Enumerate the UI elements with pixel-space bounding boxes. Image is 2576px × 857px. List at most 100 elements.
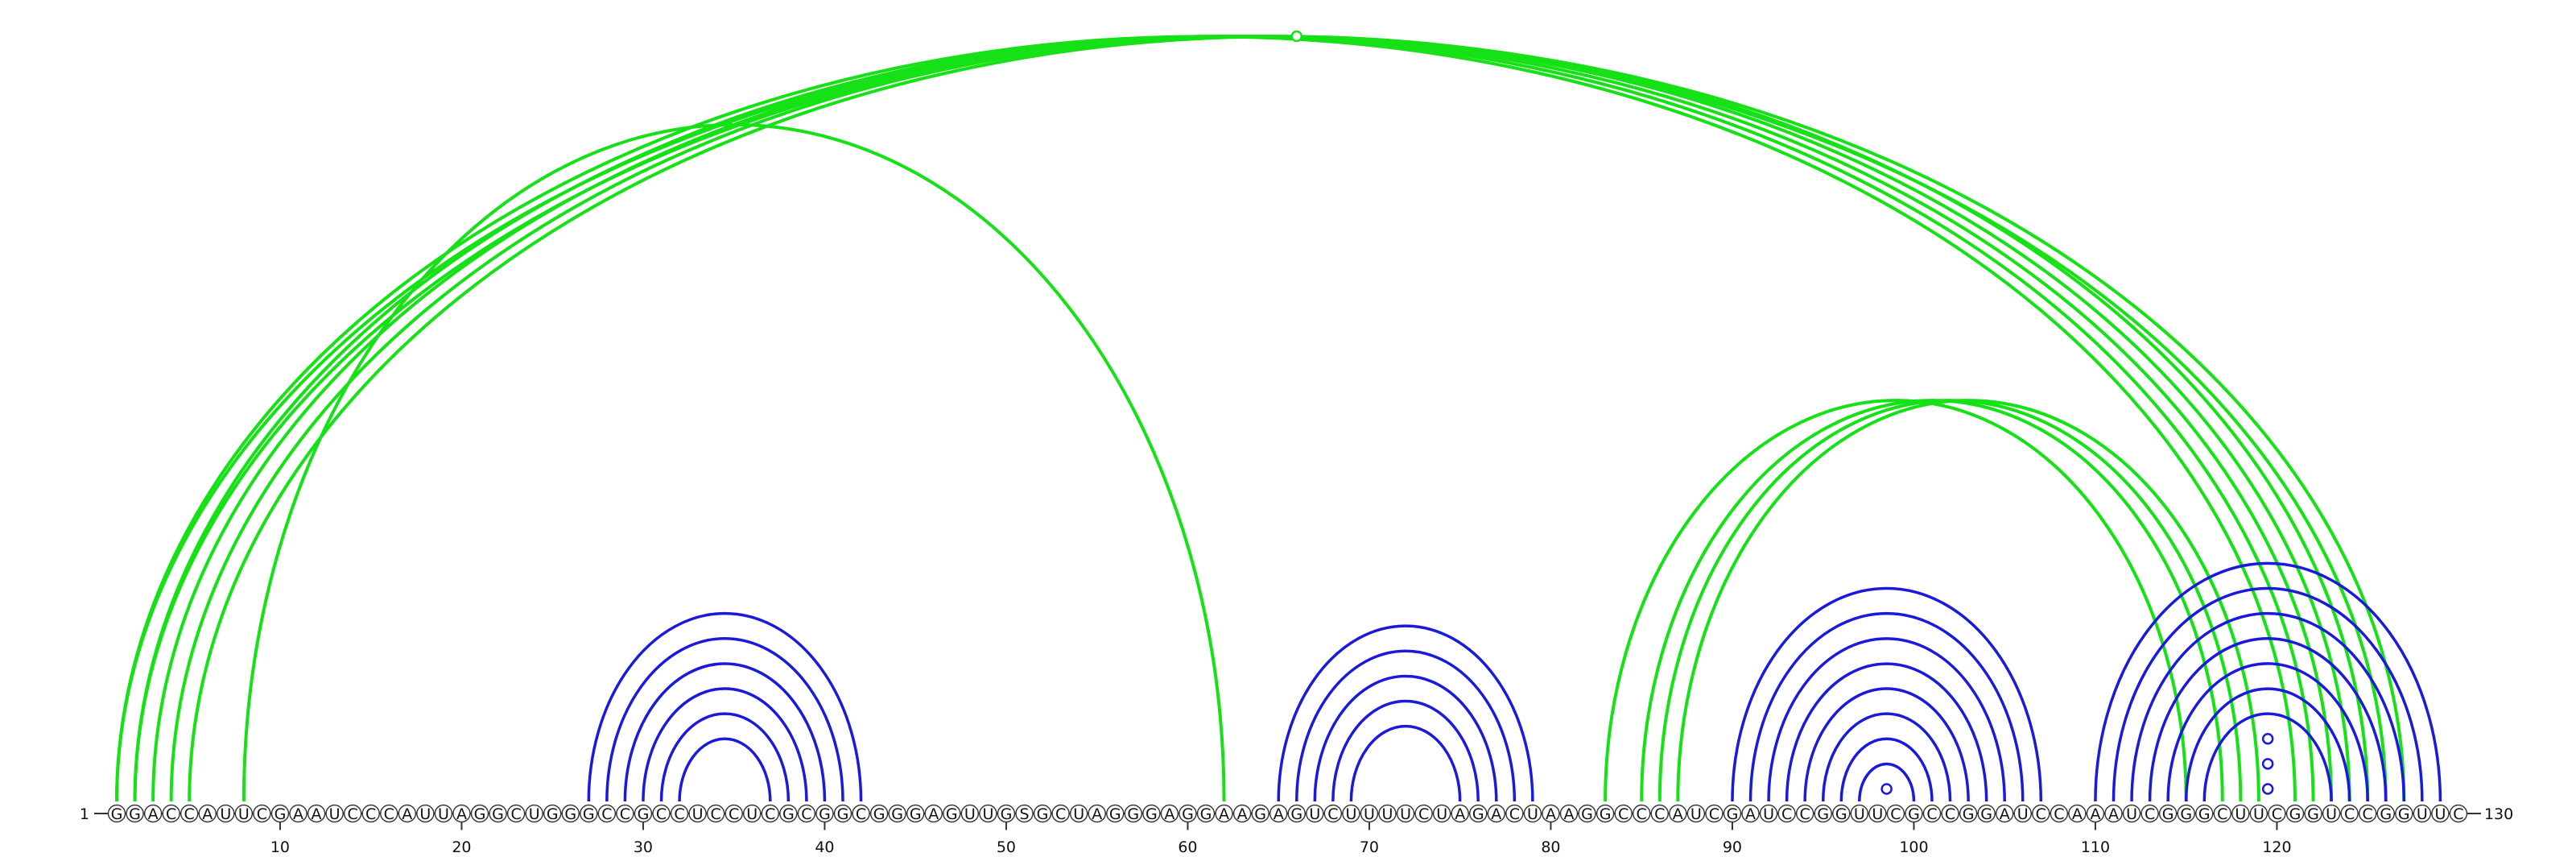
nucleotide-circle [815, 804, 834, 823]
nucleotide-circle [2122, 804, 2141, 823]
nucleotide-letter: A [1546, 805, 1556, 823]
nucleotide-letter: G [1835, 805, 1847, 823]
nucleotide-letter: G [1146, 805, 1158, 823]
nucleotide-letter: A [1219, 805, 1229, 823]
nucleotide-letter: C [711, 805, 721, 823]
nucleotide-circle [1505, 804, 1524, 823]
nested-arc [605, 636, 844, 802]
nucleotide-letter: U [2326, 805, 2337, 823]
nucleotide-circle [797, 804, 816, 823]
nucleotide-letter: A [1455, 805, 1465, 823]
nucleotide-letter: G [1963, 805, 1975, 823]
nucleotide-letter: C [601, 805, 612, 823]
nucleotide-letter: A [312, 805, 322, 823]
nucleotide-letter: U [1400, 805, 1411, 823]
nucleotide-letter: U [1073, 805, 1084, 823]
nucleotide-circle [107, 804, 126, 823]
nested-arc [659, 712, 791, 802]
nucleotide-circle [452, 804, 471, 823]
tick-label: 20 [452, 838, 471, 856]
nested-arc [2202, 712, 2333, 802]
nucleotide-letter: G [1290, 805, 1302, 823]
nested-arc [1858, 762, 1916, 802]
nucleotide-letter: U [1345, 805, 1356, 823]
nucleotide-letter: C [729, 805, 739, 823]
nucleotide-circle [888, 804, 906, 823]
tick-label: 120 [2262, 838, 2291, 856]
crossing-arc [117, 36, 2386, 801]
tick-label: 70 [1360, 838, 1379, 856]
nucleotide-circle [1814, 804, 1832, 823]
crossing-arcs-layer [117, 36, 2404, 801]
nucleotide-circle [1886, 804, 1905, 823]
crossing-arc [1657, 399, 2243, 802]
nucleotide-letter: C [257, 805, 267, 823]
nucleotide-circle [143, 804, 163, 823]
nucleotide-circle [361, 804, 380, 823]
nested-arc [1295, 649, 1517, 802]
pair-markers-layer [1290, 30, 2274, 795]
nucleotide-letter: G [946, 805, 958, 823]
nucleotide-letter: G [2198, 805, 2211, 823]
nucleotide-circle [1033, 804, 1052, 823]
nucleotide-letter: A [202, 805, 213, 823]
nucleotide-circle [1922, 804, 1942, 823]
nucleotide-circle [198, 804, 217, 823]
nucleotide-letter: A [2090, 805, 2100, 823]
nucleotide-letter: U [964, 805, 976, 823]
nucleotide-circle [1396, 804, 1415, 823]
nucleotide-letter: G [1980, 805, 1992, 823]
nucleotide-circle [688, 804, 707, 823]
crossing-arc [135, 36, 2405, 801]
nucleotide-circle [162, 804, 180, 823]
nucleotide-letter: G [1200, 805, 1212, 823]
nucleotide-letter: U [2017, 805, 2029, 823]
nucleotide-circle [2231, 804, 2250, 823]
nucleotide-letter: G [1472, 805, 1484, 823]
crossing-arc [151, 35, 2334, 802]
nested-arc [1767, 636, 2006, 802]
position-ticks: 10 20 30 40 50 60 70 80 90 100 110 120 [270, 822, 2292, 856]
nucleotide-letter: A [1274, 805, 1284, 823]
nucleotide-circle [2285, 804, 2305, 823]
nucleotide-circle [2304, 804, 2322, 823]
nucleotide-letter: C [365, 805, 376, 823]
nucleotide-circle [1215, 804, 1233, 823]
nested-arc [2112, 586, 2424, 802]
nucleotide-circle [1850, 804, 1869, 823]
nucleotide-circle [706, 804, 725, 823]
nucleotide-circle [126, 804, 144, 823]
nucleotide-letter: C [1418, 805, 1429, 823]
nucleotide-letter: U [982, 805, 993, 823]
nucleotide-letter: G [2289, 805, 2301, 823]
nucleotide-letter: G [2180, 805, 2192, 823]
nucleotide-letter: U [438, 805, 449, 823]
nucleotide-letter: C [2363, 805, 2373, 823]
nucleotide-circle [1941, 804, 1959, 823]
nucleotide-circle [2268, 804, 2286, 823]
nucleotide-circle [1269, 804, 1288, 823]
nucleotide-circle [1759, 804, 1778, 823]
end-index-label: 130 [2484, 805, 2513, 823]
nucleotide-circle [943, 804, 961, 823]
pair-marker [1290, 30, 1302, 43]
nucleotide-letter: C [1654, 805, 1665, 823]
nucleotide-circle [325, 804, 344, 823]
nucleotide-circle [1179, 804, 1197, 823]
nested-arcs-layer [587, 561, 2442, 802]
nested-arc [2094, 561, 2442, 802]
nucleotide-letter: G [1001, 805, 1013, 823]
nucleotide-letter: A [402, 805, 412, 823]
nucleotide-letter: G [1600, 805, 1612, 823]
nucleotide-letter: S [1019, 805, 1029, 823]
nucleotide-letter: A [2000, 805, 2010, 823]
nucleotide-circle [307, 804, 326, 823]
nucleotide-circle [1051, 804, 1070, 823]
nucleotide-letter: A [293, 805, 303, 823]
nucleotide-letter: G [837, 805, 849, 823]
nucleotide-circle [2050, 804, 2069, 823]
nucleotide-letter: C [801, 805, 811, 823]
nucleotide-circle [217, 804, 235, 823]
nucleotide-circle [1723, 804, 1742, 823]
